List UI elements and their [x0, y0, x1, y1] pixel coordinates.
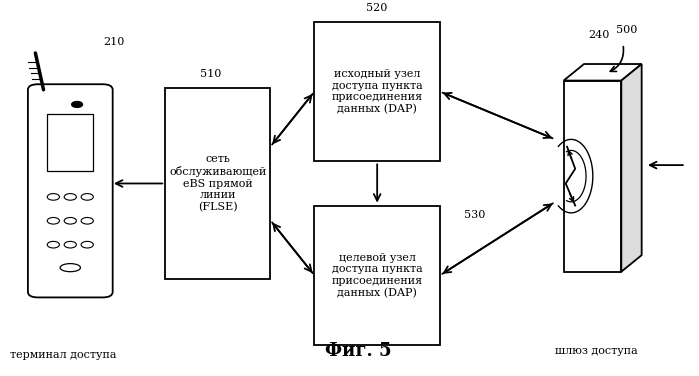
Text: терминал доступа: терминал доступа [10, 350, 117, 360]
Circle shape [48, 194, 59, 200]
Bar [315, 22, 440, 161]
Circle shape [64, 217, 76, 224]
Circle shape [64, 241, 76, 248]
Text: целевой узел
доступа пункта
присоединения
данных (DAP): целевой узел доступа пункта присоединени… [331, 253, 423, 298]
Text: 530: 530 [463, 210, 485, 220]
Text: 500: 500 [616, 26, 637, 35]
Circle shape [48, 217, 59, 224]
Text: 240: 240 [589, 30, 610, 40]
Text: исходный узел
доступа пункта
присоединения
данных (DAP): исходный узел доступа пункта присоединен… [331, 69, 423, 114]
Circle shape [81, 194, 94, 200]
Circle shape [81, 217, 94, 224]
Text: 520: 520 [366, 3, 388, 12]
Polygon shape [621, 64, 642, 272]
Circle shape [48, 241, 59, 248]
Text: сеть
обслуживающей
eBS прямой
линии
(FLSE): сеть обслуживающей eBS прямой линии (FLS… [169, 155, 266, 212]
Circle shape [64, 194, 76, 200]
Ellipse shape [60, 264, 80, 272]
Polygon shape [563, 64, 642, 80]
Text: шлюз доступа: шлюз доступа [554, 346, 637, 356]
Bar [315, 206, 440, 345]
Bar [47, 114, 94, 171]
Bar [165, 88, 271, 279]
Text: 210: 210 [103, 38, 125, 47]
Text: Фиг. 5: Фиг. 5 [325, 342, 392, 360]
Circle shape [71, 102, 82, 108]
Bar [563, 80, 621, 272]
FancyBboxPatch shape [28, 84, 113, 297]
Text: 510: 510 [201, 69, 222, 79]
Circle shape [81, 241, 94, 248]
